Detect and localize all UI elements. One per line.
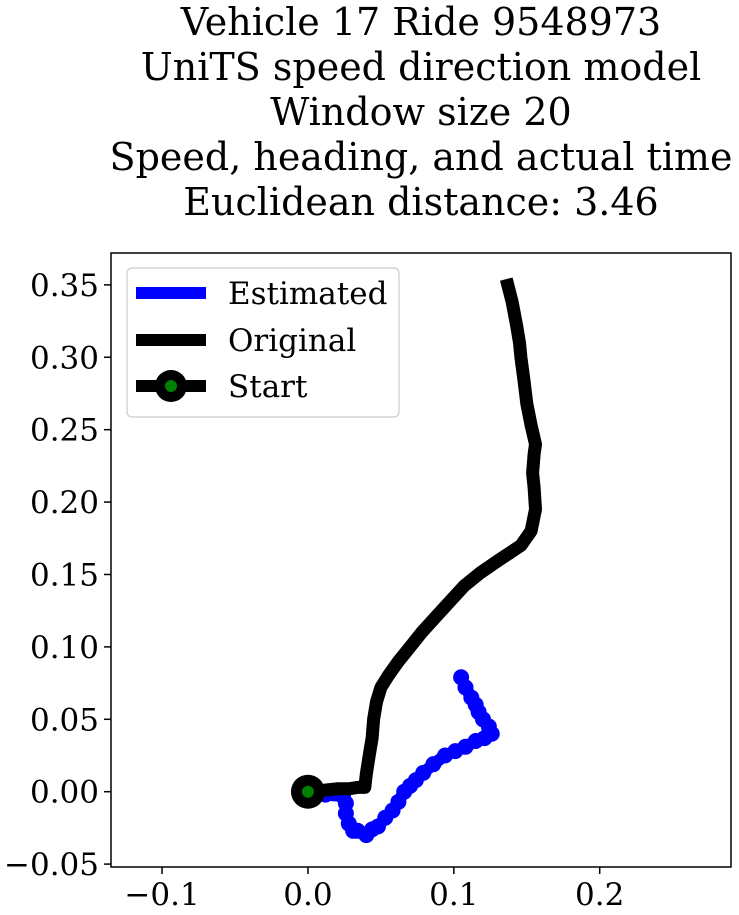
legend-label: Estimated [228, 276, 387, 312]
y-tick-label: 0.05 [30, 702, 99, 738]
chart-title-line: Window size 20 [270, 90, 571, 134]
legend-start-marker-inner [165, 380, 177, 392]
y-tick-label: 0.20 [30, 485, 99, 521]
legend-label: Start [228, 369, 308, 405]
y-tick-label: 0.15 [30, 557, 99, 593]
y-tick-label: 0.30 [30, 340, 99, 376]
estimated-point [453, 669, 470, 686]
y-tick-label: 0.00 [30, 775, 99, 811]
y-tick-label: 0.35 [30, 268, 99, 304]
chart-title-line: UniTS speed direction model [141, 45, 701, 89]
start-marker-inner [301, 785, 314, 798]
x-tick-label: 0.0 [283, 877, 332, 913]
legend-box [126, 267, 400, 418]
x-axis: −0.1 0.0 0.1 0.2 [124, 867, 624, 913]
x-tick-label: 0.1 [429, 877, 478, 913]
x-tick-label: −0.1 [124, 877, 199, 913]
series-layer [290, 277, 542, 844]
chart-title-line: Vehicle 17 Ride 9548973 [180, 0, 661, 44]
y-tick-label: 0.10 [30, 630, 99, 666]
chart-title-line: Speed, heading, and actual time [110, 135, 733, 179]
legend-label: Original [228, 323, 356, 359]
x-tick-label: 0.2 [575, 877, 624, 913]
original-line [307, 277, 542, 799]
estimated-point [425, 756, 442, 773]
y-tick-label: −0.05 [4, 847, 99, 883]
y-tick-label: 0.25 [30, 413, 99, 449]
chart-title-line: Euclidean distance: 3.46 [183, 180, 658, 224]
y-axis: −0.05 0.00 0.05 0.10 0.15 0.20 0.25 0.30 0.35 [4, 268, 111, 883]
legend: Estimated Original Start [126, 267, 400, 418]
